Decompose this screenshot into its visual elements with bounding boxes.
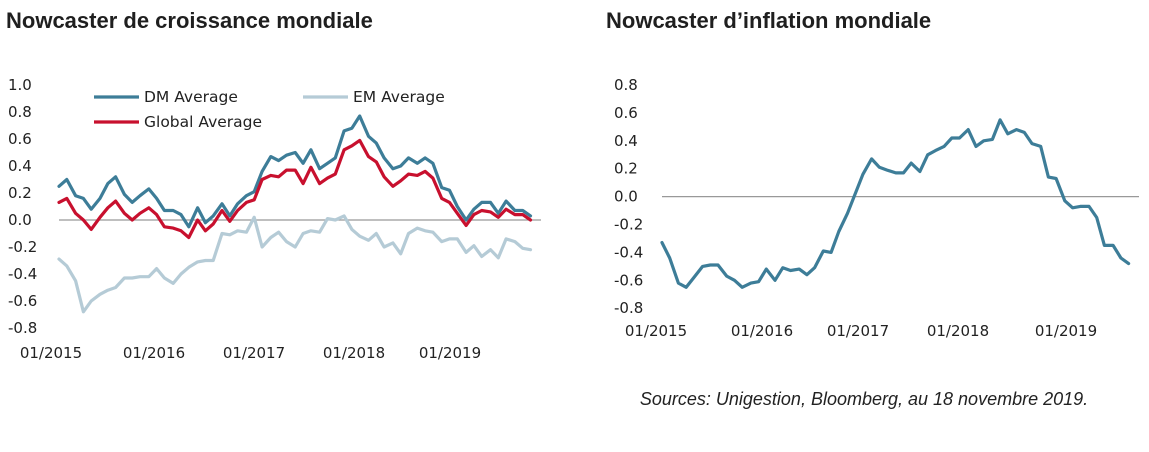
- x-tick-label: 01/2017: [827, 322, 889, 340]
- y-tick-label: 0.2: [8, 184, 32, 202]
- x-tick-label: 01/2015: [625, 322, 687, 340]
- y-tick-label: 0.8: [8, 103, 32, 121]
- series-line-inflation: [660, 118, 1131, 289]
- y-tick-label: 0.0: [8, 211, 32, 229]
- y-tick-label: 0.6: [614, 104, 638, 122]
- series-line-dm-average: [57, 114, 533, 229]
- y-tick-label: 0.2: [614, 160, 638, 178]
- legend-label-dm-average: DM Average: [144, 88, 238, 106]
- chart-title-inflation: Nowcaster d’inflation mondiale: [606, 8, 932, 33]
- y-tick-label: 0.4: [614, 132, 638, 150]
- x-tick-label: 01/2017: [223, 344, 285, 362]
- sources-note: Sources: Unigestion, Bloomberg, au 18 no…: [639, 389, 1089, 409]
- x-tick-label: 01/2019: [1035, 322, 1097, 340]
- y-tick-label: -0.8: [8, 319, 37, 337]
- inflation-chart: 0.8 0.6 0.4 0.2 0.0 -0.2 -0.4 -0.6 -0.8 01/2015 01…: [614, 76, 1139, 340]
- y-tick-label: -0.6: [8, 292, 37, 310]
- x-tick-label: 01/2018: [927, 322, 989, 340]
- y-tick-label: 0.8: [614, 76, 638, 94]
- chart-title-growth: Nowcaster de croissance mondiale: [6, 8, 373, 33]
- y-tick-label: -0.4: [614, 243, 643, 261]
- x-tick-label: 01/2018: [323, 344, 385, 362]
- y-tick-label: 0.6: [8, 130, 32, 148]
- y-tick-label: -0.2: [614, 216, 643, 234]
- y-tick-label: 1.0: [8, 76, 32, 94]
- legend-label-em-average: EM Average: [353, 88, 445, 106]
- x-tick-label: 01/2016: [731, 322, 793, 340]
- x-tick-label: 01/2019: [419, 344, 481, 362]
- y-tick-label: -0.2: [8, 238, 37, 256]
- x-tick-label: 01/2015: [20, 344, 82, 362]
- y-tick-label: -0.6: [614, 271, 643, 289]
- growth-chart: 1.0 0.8 0.6 0.4 0.2 0.0 -0.2 -0.4 -0.6 -0.8 01/201…: [8, 76, 541, 362]
- y-tick-label: -0.8: [614, 299, 643, 317]
- series-line-global-average: [57, 138, 533, 240]
- series-line-em-average: [57, 214, 533, 314]
- x-tick-label: 01/2016: [123, 344, 185, 362]
- y-tick-label: 0.0: [614, 188, 638, 206]
- legend-label-global-average: Global Average: [144, 113, 262, 131]
- y-tick-label: 0.4: [8, 157, 32, 175]
- y-tick-label: -0.4: [8, 265, 37, 283]
